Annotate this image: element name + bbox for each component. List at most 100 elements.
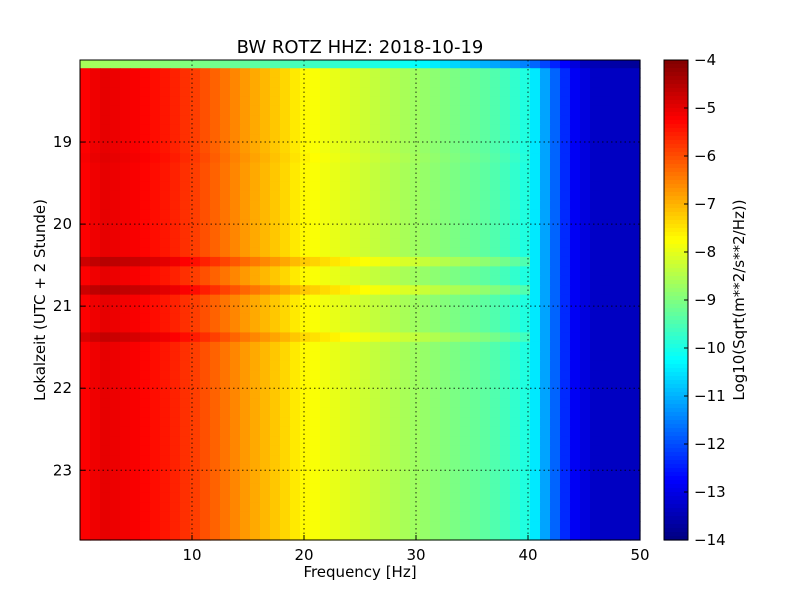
- heatmap-cell: [100, 530, 111, 541]
- heatmap-cell: [180, 190, 191, 201]
- heatmap-cell: [520, 455, 531, 466]
- heatmap-cell: [350, 407, 361, 418]
- heatmap-cell: [300, 389, 311, 400]
- heatmap-cell: [120, 172, 131, 183]
- heatmap-cell: [180, 370, 191, 381]
- heatmap-cell: [120, 162, 131, 173]
- heatmap-cell: [370, 294, 381, 305]
- heatmap-cell: [530, 143, 541, 154]
- heatmap-cell: [150, 341, 161, 352]
- heatmap-cell: [250, 473, 261, 484]
- heatmap-cell: [100, 322, 111, 334]
- heatmap-cell: [470, 134, 481, 145]
- heatmap-cell: [420, 172, 431, 183]
- heatmap-cell: [540, 341, 551, 352]
- heatmap-cell: [530, 341, 541, 352]
- heatmap-cell: [610, 134, 621, 145]
- heatmap-cell: [610, 228, 621, 239]
- heatmap-cell: [150, 511, 161, 522]
- heatmap-cell: [120, 389, 131, 400]
- heatmap-cell: [540, 360, 551, 371]
- heatmap-cell: [140, 219, 151, 230]
- heatmap-cell: [110, 502, 121, 513]
- heatmap-cell: [370, 190, 381, 201]
- heatmap-cell: [250, 209, 261, 220]
- colorbar-cell: [664, 76, 688, 81]
- heatmap-cell: [280, 341, 291, 352]
- heatmap-cell: [600, 417, 611, 428]
- heatmap-cell: [140, 266, 151, 277]
- heatmap-cell: [160, 275, 171, 286]
- heatmap-cell: [300, 511, 311, 522]
- heatmap-cell: [570, 162, 581, 173]
- heatmap-cell: [600, 322, 611, 334]
- heatmap-cell: [310, 370, 321, 381]
- heatmap-cell: [450, 247, 461, 258]
- heatmap-cell: [360, 351, 371, 362]
- heatmap-cell: [160, 247, 171, 258]
- heatmap-cell: [430, 426, 441, 437]
- heatmap-cell: [250, 530, 261, 541]
- colorbar-tick-label: −7: [694, 195, 716, 213]
- heatmap-cell: [570, 238, 581, 249]
- heatmap-cell: [110, 455, 121, 466]
- heatmap-cell: [510, 294, 521, 305]
- heatmap-cell: [330, 256, 341, 267]
- heatmap-cell: [290, 417, 301, 428]
- heatmap-cell: [90, 134, 101, 145]
- heatmap-cell: [540, 190, 551, 201]
- heatmap-cell: [100, 407, 111, 418]
- heatmap-cell: [350, 285, 361, 296]
- heatmap-cell: [150, 445, 161, 456]
- heatmap-cell: [610, 124, 621, 135]
- heatmap-cell: [600, 209, 611, 220]
- heatmap-cell: [410, 407, 421, 418]
- heatmap-cell: [290, 124, 301, 135]
- heatmap-cell: [130, 464, 141, 475]
- heatmap-cell: [190, 407, 201, 418]
- heatmap-cell: [530, 115, 541, 126]
- heatmap-cell: [520, 247, 531, 258]
- heatmap-cell: [270, 407, 281, 418]
- heatmap-cell: [140, 492, 151, 503]
- heatmap-cell: [350, 153, 361, 164]
- heatmap-cell: [600, 153, 611, 164]
- heatmap-cell: [180, 379, 191, 390]
- heatmap-cell: [470, 266, 481, 277]
- colorbar-cell: [664, 116, 688, 121]
- heatmap-cell: [400, 464, 411, 475]
- heatmap-cell: [500, 162, 511, 173]
- heatmap-cell: [160, 492, 171, 503]
- heatmap-cell: [590, 341, 601, 352]
- heatmap-cell: [480, 172, 491, 183]
- heatmap-cell: [280, 313, 291, 324]
- heatmap-cell: [290, 445, 301, 456]
- heatmap-cell: [620, 464, 631, 475]
- heatmap-cell: [430, 521, 441, 532]
- heatmap-cell: [250, 285, 261, 296]
- heatmap-cell: [440, 105, 451, 116]
- heatmap-cell: [230, 455, 241, 466]
- heatmap-cell: [540, 162, 551, 173]
- heatmap-cell: [450, 68, 461, 79]
- heatmap-cell: [390, 172, 401, 183]
- heatmap-cell: [440, 313, 451, 324]
- heatmap-cell: [400, 115, 411, 126]
- heatmap-cell: [370, 143, 381, 154]
- heatmap-cell: [520, 502, 531, 513]
- heatmap-cell: [150, 398, 161, 409]
- heatmap-cell: [620, 417, 631, 428]
- heatmap-cell: [370, 379, 381, 390]
- heatmap-cell: [230, 351, 241, 362]
- colorbar-cell: [664, 208, 688, 213]
- heatmap-cell: [240, 417, 251, 428]
- heatmap-cell: [360, 115, 371, 126]
- heatmap-cell: [240, 464, 251, 475]
- heatmap-cell: [510, 445, 521, 456]
- heatmap-cell: [280, 266, 291, 277]
- heatmap-cell: [220, 115, 231, 126]
- heatmap-cell: [300, 124, 311, 135]
- heatmap-cell: [490, 294, 501, 305]
- heatmap-cell: [450, 521, 461, 532]
- heatmap-cell: [310, 153, 321, 164]
